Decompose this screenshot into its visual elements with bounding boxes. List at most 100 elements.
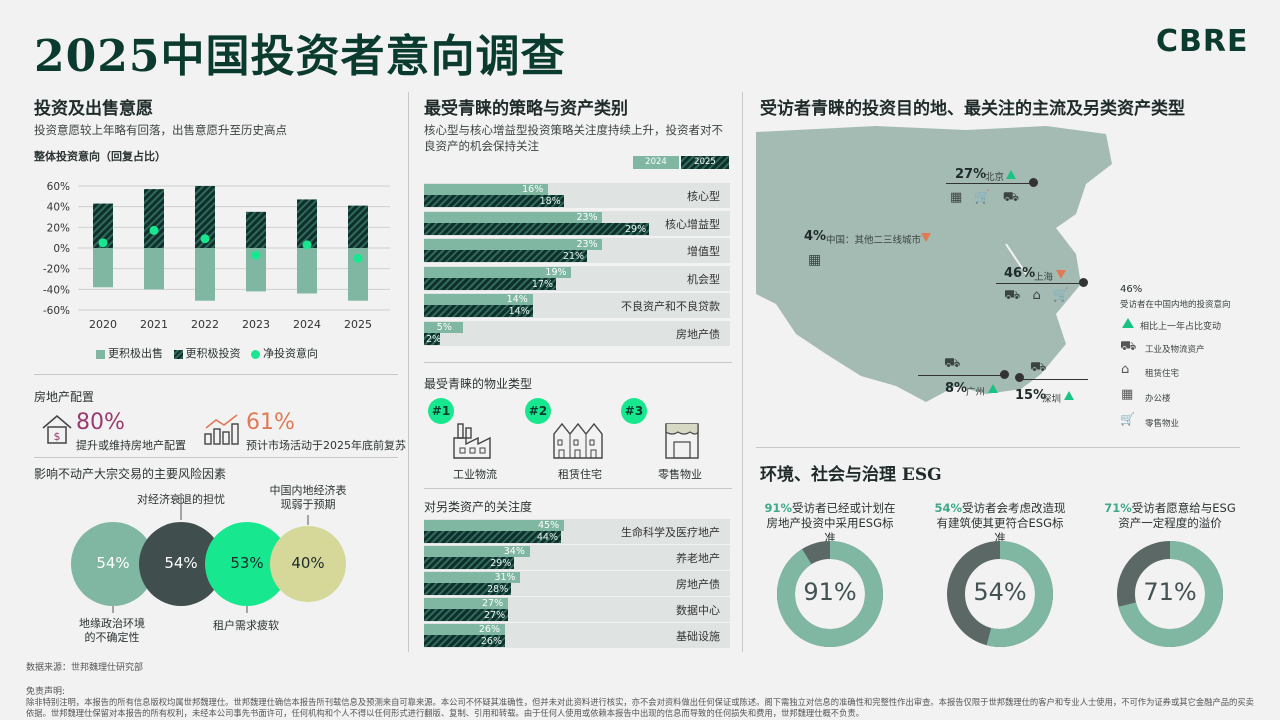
truck-icon: ⛟ <box>1120 339 1137 354</box>
bar-invest <box>144 189 164 248</box>
value-2025: 18% <box>539 196 561 207</box>
bar-sell <box>93 248 113 288</box>
legend-swatch-sell <box>96 349 105 359</box>
esg-pct-2: 54% <box>934 501 963 515</box>
legend-trend: 相比上一年占比变动 <box>1140 322 1222 332</box>
risk-label-geopolitics: 地缘政治环境 的不确定性 <box>79 617 145 644</box>
point-net <box>149 225 159 235</box>
property-label-retail: 零售物业 <box>658 468 702 481</box>
allocation-stat2: 61% <box>246 410 295 435</box>
risk-label-economy: 中国内地经济表 现弱于预期 <box>269 484 347 511</box>
trend-up-icon <box>988 384 998 393</box>
bar-2025 <box>424 195 564 207</box>
bar-label: 房地产债 <box>676 578 720 591</box>
bar-label: 机会型 <box>687 272 720 286</box>
bar-label: 养老地产 <box>676 552 720 565</box>
value-2024: 14% <box>506 294 528 305</box>
risk-value-recession: 54% <box>164 554 198 572</box>
bar-2024 <box>424 184 549 195</box>
shanghai-asset-icons: ⛟ ⌂ 🛒 <box>1004 288 1074 303</box>
value-2024: 19% <box>545 266 567 278</box>
bar-sell <box>195 248 215 301</box>
bar-label: 房地产债 <box>676 327 720 341</box>
esg-pct-3: 71% <box>1104 501 1132 515</box>
y-tick-label: 60% <box>47 181 70 193</box>
esg-donut-3 <box>1117 541 1223 647</box>
trend-down-icon <box>921 233 931 242</box>
legend-net: 净投资意向 <box>263 347 318 360</box>
city-name-beijing: 北京 <box>985 172 1005 183</box>
other-asset-icons: ▦ <box>808 252 822 268</box>
esg-donut-2 <box>947 541 1053 647</box>
bar-row: 26% 26% 基础设施 <box>424 623 730 648</box>
page-title: 2025中国投资者意向调查 <box>34 31 566 82</box>
investment-intention-chart: 60% 40% 20% 0% -20% -40% -60% 2020 2021 2022 2023 2… <box>43 181 390 331</box>
property-label-residential: 租赁住宅 <box>558 468 602 481</box>
allocation-stat1: 80% <box>76 410 125 435</box>
risk-circle-economy <box>270 526 346 602</box>
bar-2025 <box>424 557 515 569</box>
risk-label-tenant: 租户需求疲软 <box>213 619 279 632</box>
trend-up-icon <box>1006 170 1016 179</box>
city-pct-shanghai: 46% <box>1004 266 1036 281</box>
bar-2024 <box>424 520 564 531</box>
legend-pct-label: 受访者在中国内地的投资意向 <box>1120 300 1231 310</box>
office-building-icon: ▦ <box>1121 387 1134 402</box>
bar-2024 <box>424 239 603 250</box>
bar-label: 生命科学及医疗地产 <box>621 526 720 539</box>
esg-text-3: 受访者愿意给与ESG资产一定程度的溢价 <box>1118 501 1236 530</box>
value-2024: 27% <box>482 598 504 609</box>
point-net <box>353 253 363 263</box>
city-pct-beijing: 27% <box>955 167 987 182</box>
bar-2024 <box>424 572 521 583</box>
legend-industrial: 工业及物流资产 <box>1145 345 1205 355</box>
legend-sell: 更积极出售 <box>108 347 163 360</box>
value-2025: 28% <box>487 584 509 595</box>
section-subtitle: 投资意愿较上年略有回落，出售意愿升至历史高点 <box>34 123 287 137</box>
bar-2025 <box>424 531 561 543</box>
marker-beijing <box>1029 178 1038 187</box>
growth-chart-icon <box>204 414 239 445</box>
factory-icon <box>453 423 491 459</box>
bar-label: 不良资产和不良贷款 <box>621 300 720 313</box>
divider <box>742 92 743 652</box>
property-title: 最受青睐的物业类型 <box>424 377 533 391</box>
store-icon <box>665 423 699 459</box>
city-pct-guangzhou: 8% <box>945 381 968 396</box>
bar-2024 <box>424 211 603 223</box>
x-tick-label: 2023 <box>242 318 270 331</box>
legend-2025: 2025 <box>681 156 729 169</box>
bar-label: 核心增益型 <box>665 217 720 231</box>
bar-2024 <box>424 598 508 609</box>
risk-circle-tenant-demand <box>205 522 289 606</box>
allocation-title: 房地产配置 <box>34 390 95 404</box>
beijing-asset-icons: ▦ 🛒 ⛟ <box>950 190 1024 205</box>
svg-text:$: $ <box>54 430 61 443</box>
house-icon: ⌂ <box>1121 362 1130 377</box>
bar-label: 数据中心 <box>676 604 720 617</box>
point-net <box>98 238 108 248</box>
esg-text-2: 受访者会考虑改造现有建筑使其更符合ESG标准 <box>936 501 1066 545</box>
esg-pct-1: 91% <box>764 501 793 515</box>
value-2025: 44% <box>536 532 558 543</box>
esg-donut-1 <box>777 541 883 647</box>
bar-invest <box>195 186 215 248</box>
bar-row: 16% 18% 核心型 <box>424 183 730 208</box>
rank-badge-1: #1 <box>428 398 454 424</box>
risk-value-tenant: 53% <box>230 554 264 572</box>
rank-badge-3: #3 <box>621 398 647 424</box>
y-tick-label: -20% <box>43 264 70 276</box>
esg-label-2: 54%受访者会考虑改造现有建筑使其更符合ESG标准 <box>934 501 1066 546</box>
point-net <box>302 240 312 250</box>
disclaimer-text: 除非特别注明，本报告的所有信息版权均属世邦魏理仕。世邦魏理仕确信本报告所刊载信息… <box>26 697 1254 718</box>
bar-2024 <box>424 266 572 278</box>
bar-2025 <box>424 635 505 647</box>
x-tick-label: 2022 <box>191 318 219 331</box>
section-title-esg: 环境、社会与治理 ESG <box>760 465 942 485</box>
value-2024: 5% <box>436 321 452 333</box>
x-tick-label: 2025 <box>344 318 372 331</box>
value-2024: 26% <box>478 624 500 635</box>
chart-title: 整体投资意向（回复占比） <box>34 150 166 163</box>
x-tick-label: 2020 <box>89 318 117 331</box>
value-2025: 21% <box>562 251 585 262</box>
